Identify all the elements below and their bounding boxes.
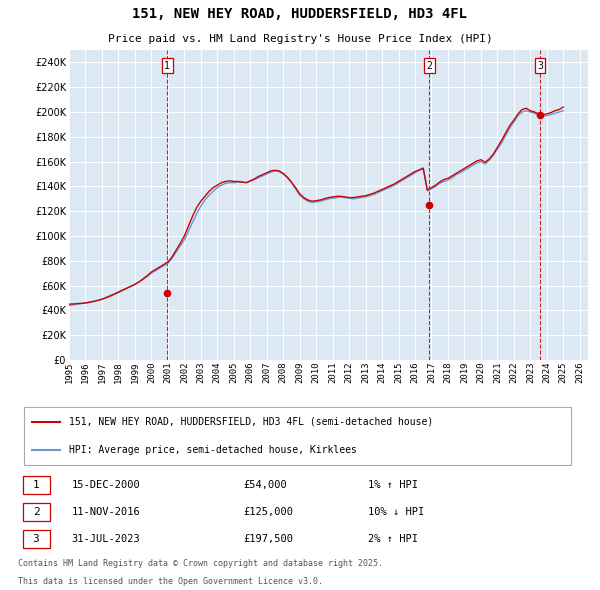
- FancyBboxPatch shape: [23, 530, 50, 548]
- Text: This data is licensed under the Open Government Licence v3.0.: This data is licensed under the Open Gov…: [18, 577, 323, 586]
- FancyBboxPatch shape: [23, 408, 571, 464]
- Text: 3: 3: [537, 61, 543, 71]
- Text: Contains HM Land Registry data © Crown copyright and database right 2025.: Contains HM Land Registry data © Crown c…: [18, 559, 383, 568]
- Text: 2: 2: [427, 61, 432, 71]
- Text: 2: 2: [32, 507, 40, 517]
- Text: 151, NEW HEY ROAD, HUDDERSFIELD, HD3 4FL (semi-detached house): 151, NEW HEY ROAD, HUDDERSFIELD, HD3 4FL…: [69, 417, 433, 427]
- Text: £197,500: £197,500: [244, 534, 293, 544]
- FancyBboxPatch shape: [23, 476, 50, 494]
- Text: 3: 3: [32, 534, 40, 544]
- Text: Price paid vs. HM Land Registry's House Price Index (HPI): Price paid vs. HM Land Registry's House …: [107, 34, 493, 44]
- Text: 11-NOV-2016: 11-NOV-2016: [71, 507, 140, 517]
- Text: £125,000: £125,000: [244, 507, 293, 517]
- Text: 31-JUL-2023: 31-JUL-2023: [71, 534, 140, 544]
- Text: 10% ↓ HPI: 10% ↓ HPI: [368, 507, 424, 517]
- FancyBboxPatch shape: [23, 503, 50, 521]
- Text: 15-DEC-2000: 15-DEC-2000: [71, 480, 140, 490]
- Text: 1: 1: [32, 480, 40, 490]
- Text: £54,000: £54,000: [244, 480, 287, 490]
- Text: 1: 1: [164, 61, 170, 71]
- Text: 1% ↑ HPI: 1% ↑ HPI: [368, 480, 418, 490]
- Text: 2% ↑ HPI: 2% ↑ HPI: [368, 534, 418, 544]
- Text: HPI: Average price, semi-detached house, Kirklees: HPI: Average price, semi-detached house,…: [69, 445, 356, 455]
- Text: 151, NEW HEY ROAD, HUDDERSFIELD, HD3 4FL: 151, NEW HEY ROAD, HUDDERSFIELD, HD3 4FL: [133, 7, 467, 21]
